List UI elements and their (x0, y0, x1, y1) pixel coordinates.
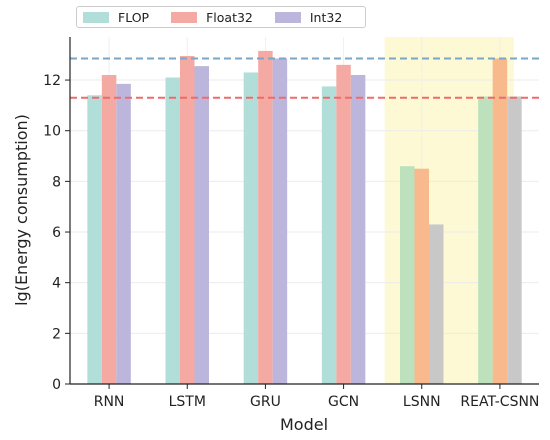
legend: FLOP Float32 Int32 (76, 6, 366, 28)
legend-item-flop: FLOP (83, 10, 149, 25)
x-tick-label: RNN (94, 394, 125, 410)
x-axis-label: Model (280, 415, 328, 434)
bar-int32-reat-csnn (507, 96, 522, 384)
bar-flop-reat-csnn (478, 96, 493, 384)
bar-float32-lstm (180, 55, 195, 385)
x-tick-label: GCN (328, 394, 359, 410)
x-tick-label: LSNN (403, 394, 441, 410)
bar-float32-reat-csnn (492, 58, 508, 384)
x-tick-label: REAT-CSNN (460, 394, 539, 410)
bar-flop-rnn (87, 95, 102, 384)
legend-swatch-flop (83, 11, 109, 23)
bar-int32-gcn (350, 74, 366, 384)
bar-float32-gcn (336, 64, 351, 384)
legend-label-flop: FLOP (118, 9, 150, 25)
bar-int32-gru (272, 58, 288, 384)
y-axis-label: lg(Energy consumption) (12, 114, 31, 306)
legend-item-int32: Int32 (274, 9, 343, 25)
bar-float32-gru (258, 50, 273, 384)
y-tick-label: 0 (52, 377, 61, 393)
y-tick-label: 10 (43, 124, 61, 140)
y-tick-label: 12 (43, 73, 61, 89)
y-tick-label: 6 (52, 225, 61, 241)
x-tick-label: LSTM (169, 394, 206, 410)
bar-int32-rnn (116, 83, 131, 384)
bar-flop-gcn (321, 86, 337, 385)
y-tick-label: 4 (52, 276, 61, 292)
legend-label-float32: Float32 (206, 9, 253, 25)
bar-int32-lsnn (429, 224, 444, 384)
bar-flop-lsnn (400, 166, 415, 384)
bar-float32-rnn (101, 74, 117, 384)
legend-swatch-float32 (171, 11, 198, 23)
legend-item-float32: Float32 (171, 10, 253, 25)
bar-flop-gru (243, 72, 259, 385)
bar-flop-lstm (165, 77, 180, 385)
y-tick-label: 8 (52, 174, 61, 190)
legend-swatch-int32 (274, 11, 301, 23)
y-tick-label: 2 (52, 326, 61, 342)
x-tick-label: GRU (250, 394, 281, 410)
bar-int32-lstm (194, 66, 209, 384)
legend-label-int32: Int32 (309, 9, 343, 25)
bar-float32-lsnn (414, 168, 429, 384)
